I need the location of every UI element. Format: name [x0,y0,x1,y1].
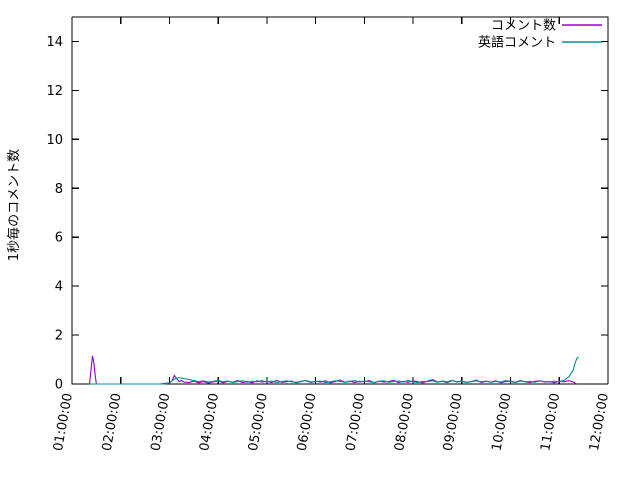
series-line-1 [89,356,580,385]
y-axis: 0 2 4 6 8 10 12 14 [46,35,608,393]
x-tick-label: 11:00:00 [538,392,563,452]
x-tick-label: 07:00:00 [343,392,368,452]
data-series-group [88,355,580,385]
x-tick-label: 05:00:00 [246,392,271,452]
axis-frame-top-right [72,16,609,384]
y-axis-title: 1秒毎のコメント数 [6,149,22,261]
series-line-0 [88,355,577,385]
legend-label-0: コメント数 [491,19,556,34]
legend-label-1: 英語コメント [478,35,556,51]
x-tick-label: 09:00:00 [441,392,466,452]
y-tick-label: 0 [55,378,63,393]
y-tick-label: 14 [46,35,63,50]
x-tick-label: 06:00:00 [295,392,320,452]
x-tick-label: 10:00:00 [490,392,515,452]
x-tick-label: 08:00:00 [392,392,417,452]
x-tick-label: 04:00:00 [197,392,222,452]
axis-frame-path [71,17,608,385]
x-axis: 01:00:00 02:00:00 03:00:00 04:00:00 05:00:00… [51,17,612,452]
x-tick-label: 01:00:00 [51,392,76,452]
y-tick-label: 6 [55,231,63,246]
y-tick-label: 10 [46,133,63,148]
plot-frame [71,16,609,385]
y-tick-label: 12 [46,84,63,99]
y-tick-label: 4 [55,280,63,295]
x-tick-label: 03:00:00 [148,392,173,452]
y-tick-label: 8 [55,182,63,197]
x-tick-label: 02:00:00 [100,392,125,452]
y-tick-label: 2 [55,329,63,344]
x-tick-label: 12:00:00 [587,392,612,452]
